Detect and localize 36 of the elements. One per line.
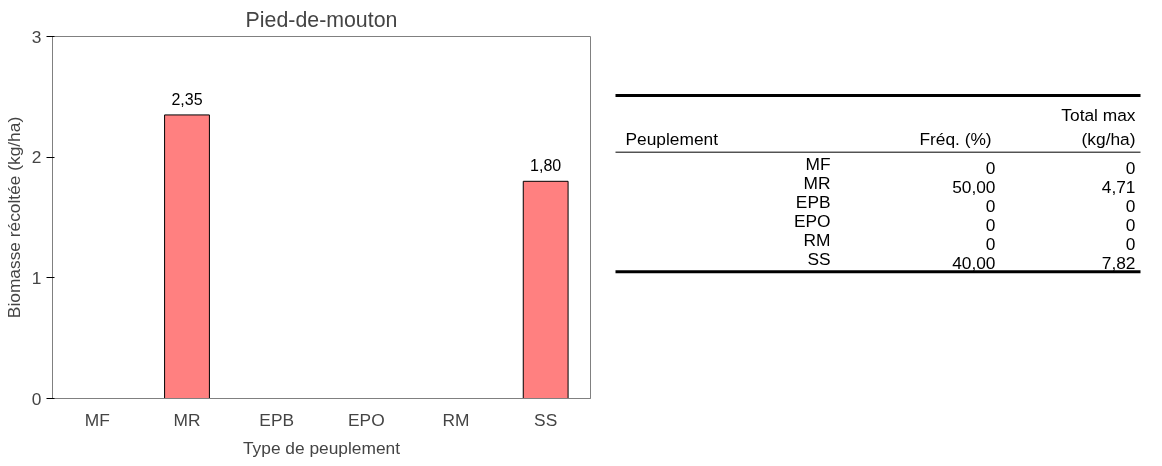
data-label: 0 — [985, 195, 996, 216]
data-label: 0 — [985, 158, 996, 179]
category-label: MF — [805, 154, 831, 175]
data-label: 0 — [1125, 233, 1136, 254]
x-tick-label: RM — [442, 409, 470, 430]
y-tick-label: 1 — [31, 267, 42, 288]
x-tick-label: EPB — [259, 409, 295, 430]
category-label: RM — [803, 229, 831, 250]
x-axis-title: Type de peuplement — [242, 437, 401, 458]
category-label: MR — [803, 173, 831, 194]
x-tick-label: EPO — [348, 409, 385, 430]
y-tick-label: 3 — [31, 26, 42, 47]
y-axis-title: Biomasse récoltée (kg/ha) — [3, 116, 24, 319]
data-label: 0 — [985, 214, 996, 235]
text: Fréq. (%) — [919, 129, 992, 150]
data-label: 0 — [985, 233, 996, 254]
category-label: EPB — [795, 191, 831, 212]
data-label: 1,80 — [530, 157, 562, 175]
y-tick-label: 0 — [31, 388, 42, 409]
y-tick-label: 2 — [31, 147, 42, 168]
data-label: 2,35 — [171, 90, 203, 108]
category-label: SS — [807, 248, 831, 269]
x-tick-label: MF — [84, 409, 110, 430]
x-tick-label: SS — [534, 409, 558, 430]
data-label: 50,00 — [952, 177, 996, 198]
text: Peuplement — [625, 129, 719, 150]
data-label: 0 — [1125, 158, 1136, 179]
data-label: 40,00 — [952, 252, 996, 273]
data-label: 0 — [1125, 214, 1136, 235]
data-label: 4,71 — [1101, 177, 1136, 198]
category-label: EPO — [793, 210, 831, 231]
data-label: 7,82 — [1101, 252, 1136, 273]
x-tick-label: MR — [173, 409, 201, 430]
data-label: 0 — [1125, 195, 1136, 216]
chart-title: Pied-de-mouton — [245, 7, 398, 32]
text: Total max (kg/ha) — [1061, 105, 1136, 150]
